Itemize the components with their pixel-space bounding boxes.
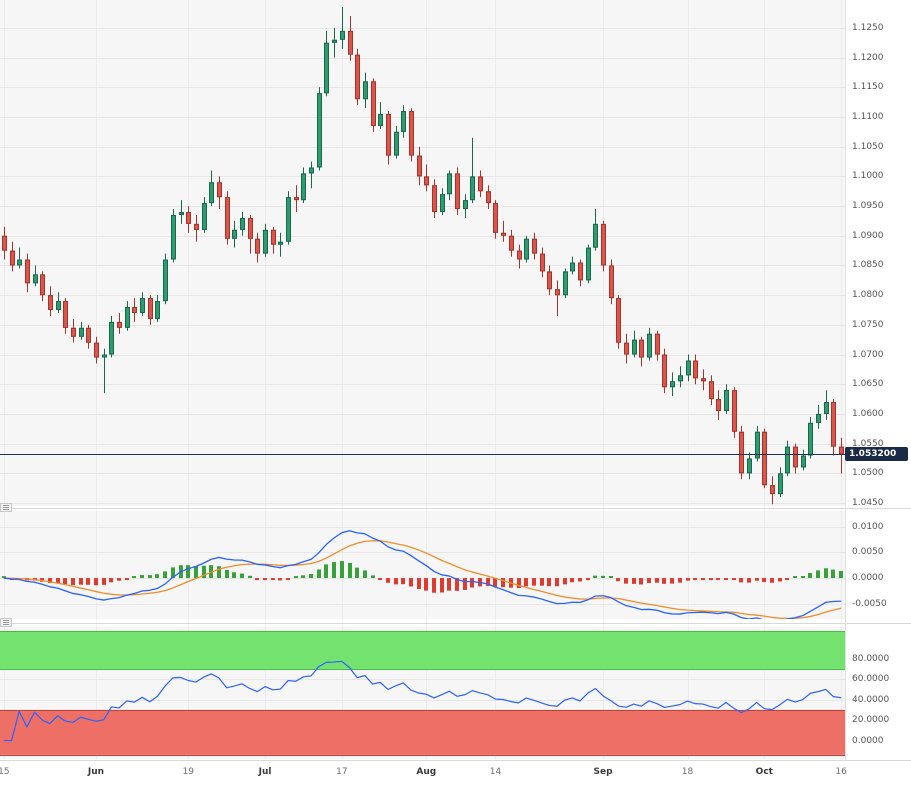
y-axis-label: 1.0900 [852, 230, 884, 241]
y-axis-label: 1.0700 [852, 349, 884, 360]
y-axis-label: 1.1050 [852, 141, 884, 152]
y-axis-label: 1.0650 [852, 379, 884, 390]
y-axis-label: 0.0100 [852, 521, 884, 532]
x-axis-label: 19 [182, 767, 194, 777]
y-axis-label: 1.0550 [852, 438, 884, 449]
panel-resize-handle-macd[interactable] [0, 503, 12, 512]
y-axis-label: 0.0000 [852, 573, 884, 584]
panel-resize-handle-oscillator[interactable] [0, 618, 12, 627]
last-price-value: 1.053200 [849, 449, 897, 460]
y-axis-label: 1.1250 [852, 22, 884, 33]
y-axis-label: 1.0800 [852, 290, 884, 301]
y-axis-label: 1.1200 [852, 52, 884, 63]
x-axis-label: Sep [593, 767, 613, 777]
x-axis-label: 14 [489, 767, 502, 777]
y-axis-label: 1.0750 [852, 319, 884, 330]
x-axis-label: Jul [258, 767, 272, 777]
x-axis-label: 15 [0, 767, 10, 777]
x-axis-label: Jun [87, 767, 105, 777]
y-axis-label: 40.0000 [852, 694, 890, 705]
x-axis-label: Oct [755, 767, 773, 777]
y-axis-label: 1.0850 [852, 260, 884, 271]
y-axis-label: 1.0500 [852, 468, 884, 479]
y-axis-label: 1.0950 [852, 201, 884, 212]
y-axis-label: 1.1150 [852, 82, 884, 93]
y-axis-label: 60.0000 [852, 674, 890, 685]
y-axis-label: 80.0000 [852, 653, 890, 664]
y-axis-label: 20.0000 [852, 715, 890, 726]
last-price-tag: 1.053200 [845, 447, 908, 462]
y-axis-label: 1.0600 [852, 408, 884, 419]
time-axis[interactable]: 15 Jun 19 Jul 17 Aug 14 Sep 18 Oct 16 [0, 760, 911, 789]
y-axis-label: 1.0450 [852, 498, 884, 509]
x-axis-label: Aug [416, 767, 437, 777]
y-axis-label: 1.1100 [852, 111, 884, 122]
x-axis-label: 16 [835, 767, 847, 777]
y-axis-label: 1.1000 [852, 171, 884, 182]
y-axis-label: 0.0050 [852, 547, 884, 558]
x-axis-label: 18 [681, 767, 694, 777]
x-axis-label: 17 [336, 767, 348, 777]
price-axis[interactable]: 1.1250 1.1200 1.1150 1.1100 1.1050 1.1000 1.09… [845, 0, 911, 760]
y-axis-label: -0.0050 [852, 598, 887, 609]
y-axis-label: 0.0000 [852, 735, 884, 746]
